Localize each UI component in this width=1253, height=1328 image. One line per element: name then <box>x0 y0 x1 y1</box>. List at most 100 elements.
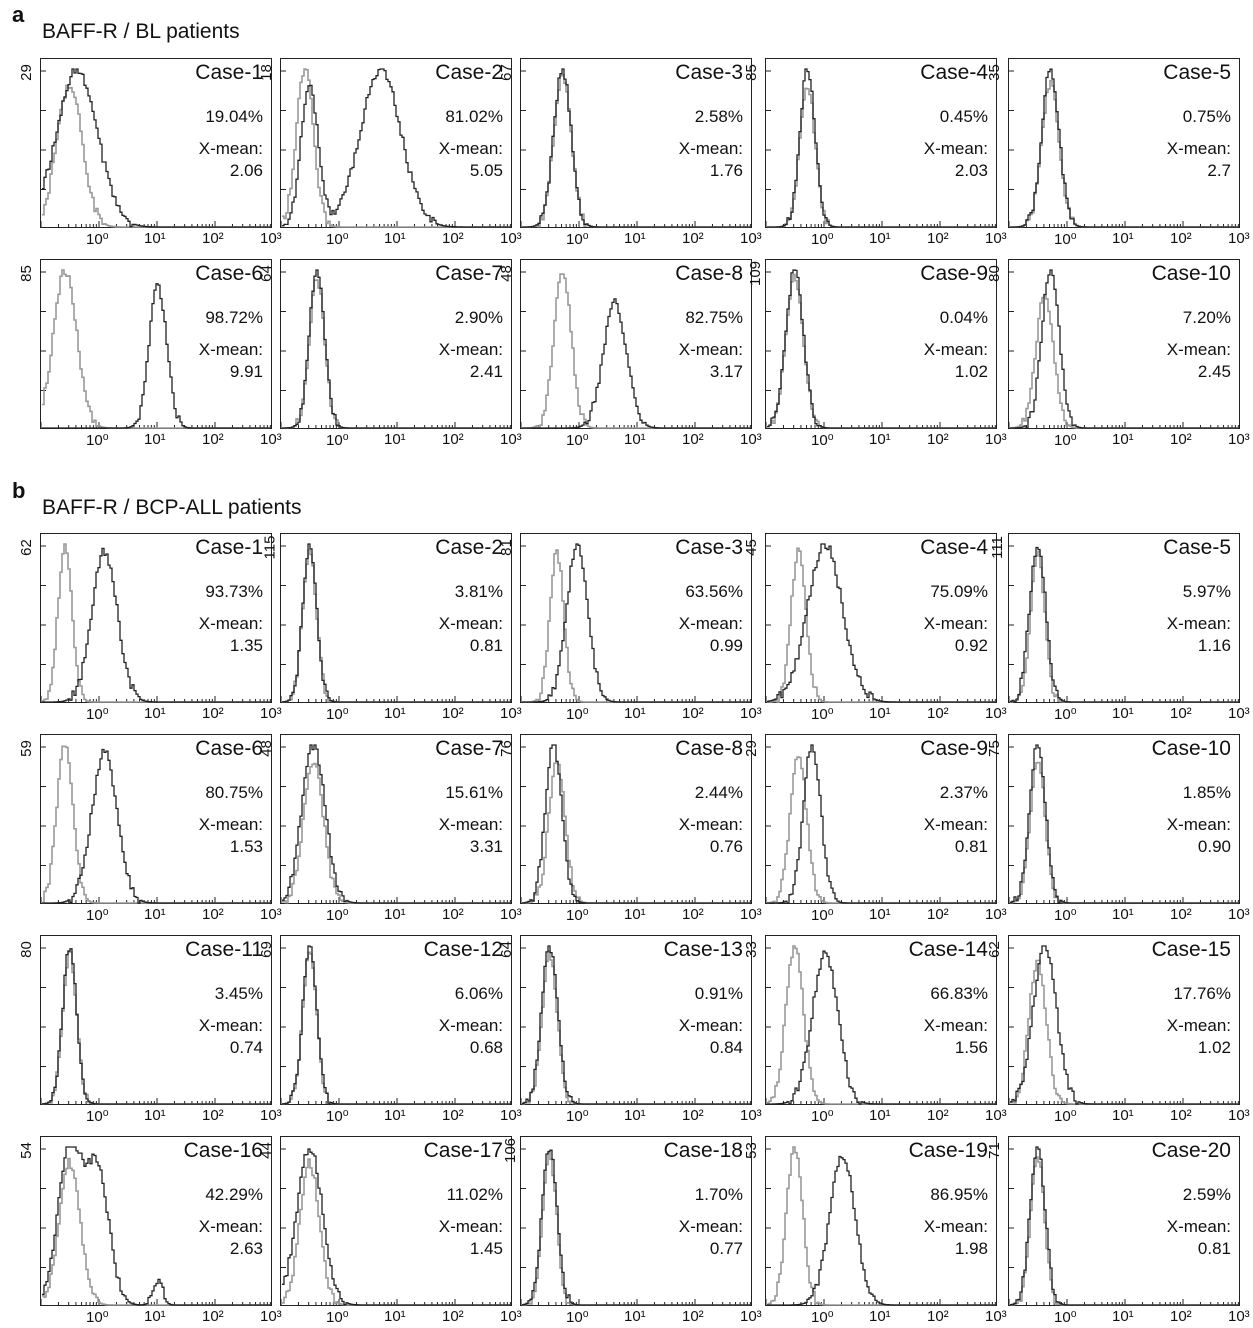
x-tick-label: 10² <box>682 705 704 722</box>
x-mean-value: 1.53 <box>229 837 263 856</box>
baff-r-histogram-line <box>282 543 510 703</box>
histogram-svg-s1-case-10 <box>1009 744 1239 904</box>
histogram-panel-s1-case-8: Case-8 2.44% X-mean: 0.76 <box>520 734 752 904</box>
y-axis-max-label: 71 <box>985 1142 1003 1159</box>
x-mean-label: X-mean: <box>1166 1016 1231 1035</box>
y-axis-max-label: 48 <box>257 740 275 757</box>
case-label: Case-7 <box>435 262 503 285</box>
x-tick-label: 10⁰ <box>1054 1108 1077 1125</box>
x-tick-label: 10³ <box>260 230 282 247</box>
baff-r-histogram-line <box>282 269 510 429</box>
x-tick-label: 10¹ <box>869 906 891 923</box>
case-label: Case-2 <box>435 536 503 559</box>
x-mean-value: 0.76 <box>709 837 743 856</box>
x-mean-value: 2.41 <box>469 362 503 381</box>
x-tick-label: 10³ <box>500 1107 522 1124</box>
x-tick-label: 10³ <box>260 906 282 923</box>
x-tick-label: 10¹ <box>624 1107 646 1124</box>
x-tick-label: 10² <box>442 705 464 722</box>
x-tick-label: 10³ <box>1228 705 1250 722</box>
x-tick-label: 10⁰ <box>566 231 589 248</box>
positive-percentage: 86.95% <box>930 1185 988 1204</box>
histogram-panel-s0-case-7: Case-7 2.90% X-mean: 2.41 <box>280 259 512 429</box>
histogram-svg-s1-case-14 <box>766 945 996 1105</box>
baff-r-histogram-line <box>522 945 750 1105</box>
case-label: Case-14 <box>908 938 988 961</box>
x-mean-value: 2.63 <box>229 1239 263 1258</box>
y-axis-max-label: 75 <box>985 740 1003 757</box>
baff-r-histogram-line <box>42 283 270 429</box>
x-tick-label: 10² <box>202 1308 224 1325</box>
baff-r-histogram-line <box>522 744 750 904</box>
y-axis-max-label: 80 <box>985 265 1003 282</box>
x-tick-label: 10³ <box>1228 1308 1250 1325</box>
x-tick-label: 10³ <box>500 906 522 923</box>
histogram-panel-s0-case-5: Case-5 0.75% X-mean: 2.7 <box>1008 58 1240 228</box>
case-label: Case-5 <box>1163 536 1231 559</box>
histogram-panel-s1-case-5: Case-5 5.97% X-mean: 1.16 <box>1008 533 1240 703</box>
case-label: Case-4 <box>920 536 988 559</box>
case-label: Case-9 <box>920 262 988 285</box>
y-axis-max-label: 106 <box>502 1137 520 1164</box>
panel-letter-a: a <box>12 2 25 27</box>
y-axis-max-label: 80 <box>17 941 35 958</box>
histogram-panel-s0-case-4: Case-4 0.45% X-mean: 2.03 <box>765 58 997 228</box>
histogram-panel-s0-case-9: Case-9 0.04% X-mean: 1.02 <box>765 259 997 429</box>
y-axis-max-label: 29 <box>742 740 760 757</box>
histogram-panel-s1-case-10: Case-10 1.85% X-mean: 0.90 <box>1008 734 1240 904</box>
histogram-svg-s1-case-9 <box>766 744 996 904</box>
x-tick-label: 10² <box>682 1107 704 1124</box>
baff-r-histogram-line <box>42 68 270 228</box>
x-mean-label: X-mean: <box>198 815 263 834</box>
x-mean-label: X-mean: <box>1166 1217 1231 1236</box>
x-mean-value: 0.90 <box>1197 837 1231 856</box>
case-label: Case-2 <box>435 61 503 84</box>
x-mean-label: X-mean: <box>678 1217 743 1236</box>
x-tick-label: 10³ <box>985 906 1007 923</box>
histogram-svg-s1-case-2 <box>281 543 511 703</box>
x-tick-label: 10² <box>1170 906 1192 923</box>
baff-r-histogram-line <box>767 950 995 1105</box>
x-tick-label: 10² <box>927 431 949 448</box>
x-mean-value: 0.84 <box>709 1038 743 1057</box>
positive-percentage: 75.09% <box>930 582 988 601</box>
x-tick-label: 10³ <box>500 1308 522 1325</box>
y-axis-max-label: 44 <box>257 1142 275 1159</box>
case-label: Case-10 <box>1151 262 1231 285</box>
x-tick-label: 10⁰ <box>326 432 349 449</box>
positive-percentage: 2.58% <box>694 107 743 126</box>
x-tick-label: 10² <box>1170 230 1192 247</box>
x-mean-label: X-mean: <box>438 139 503 158</box>
y-axis-max-label: 111 <box>988 536 1006 559</box>
positive-percentage: 15.61% <box>445 783 503 802</box>
y-axis-max-label: 76 <box>497 740 515 757</box>
positive-percentage: 0.04% <box>939 308 988 327</box>
histogram-svg-s1-case-11 <box>41 947 271 1105</box>
x-tick-label: 10⁰ <box>566 1309 589 1326</box>
x-tick-label: 10¹ <box>624 1308 646 1325</box>
y-axis-max-label: 85 <box>742 64 760 81</box>
y-axis-max-label: 29 <box>17 64 35 81</box>
x-mean-value: 0.92 <box>954 636 988 655</box>
histogram-svg-s1-case-12 <box>281 945 511 1105</box>
histogram-panel-s1-case-13: Case-13 0.91% X-mean: 0.84 <box>520 935 752 1105</box>
x-mean-value: 1.16 <box>1197 636 1231 655</box>
x-mean-label: X-mean: <box>438 1016 503 1035</box>
case-label: Case-12 <box>423 938 503 961</box>
x-tick-label: 10¹ <box>1112 230 1134 247</box>
case-label: Case-6 <box>195 262 263 285</box>
x-mean-label: X-mean: <box>198 340 263 359</box>
case-label: Case-8 <box>675 262 743 285</box>
positive-percentage: 0.45% <box>939 107 988 126</box>
x-tick-label: 10¹ <box>384 906 406 923</box>
positive-percentage: 19.04% <box>205 107 263 126</box>
case-label: Case-5 <box>1163 61 1231 84</box>
x-tick-label: 10² <box>1170 1107 1192 1124</box>
baff-r-histogram-line <box>522 68 750 228</box>
x-tick-label: 10¹ <box>144 705 166 722</box>
positive-percentage: 0.91% <box>694 984 743 1003</box>
x-tick-label: 10³ <box>740 705 762 722</box>
x-tick-label: 10² <box>927 906 949 923</box>
x-tick-label: 10⁰ <box>1054 706 1077 723</box>
baff-r-histogram-line <box>42 948 270 1105</box>
